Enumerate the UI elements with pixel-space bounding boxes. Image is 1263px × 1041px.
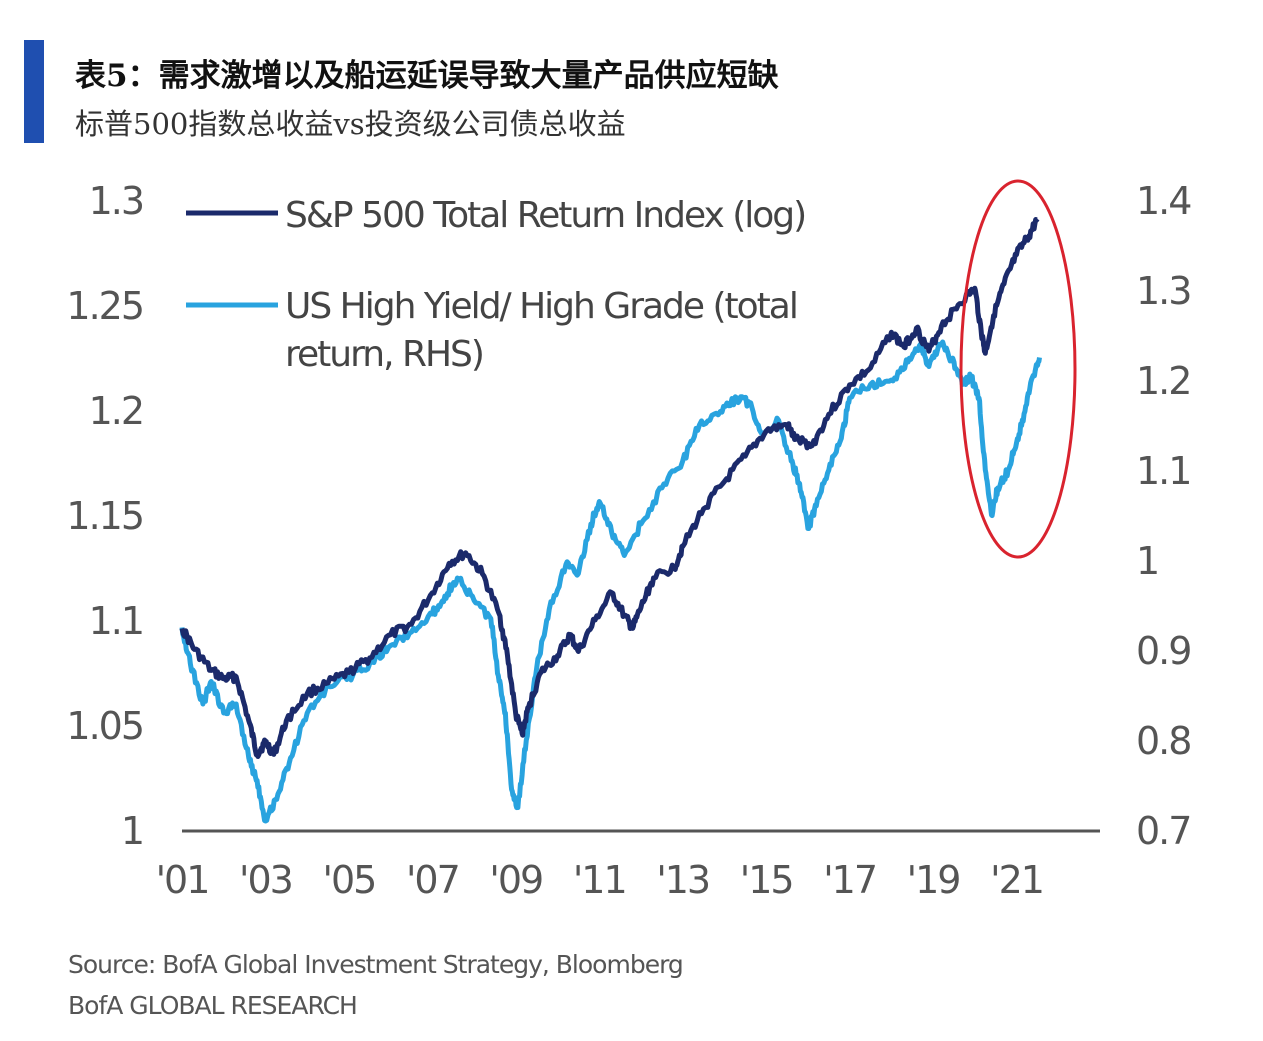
left-tick-label: 1.05 xyxy=(66,704,143,748)
title-accent-bar xyxy=(24,40,44,143)
legend-label-sp500: S&P 500 Total Return Index (log) xyxy=(285,195,805,236)
highlight-ellipse xyxy=(959,179,1077,559)
left-tick-label: 1.25 xyxy=(66,284,143,328)
left-tick-label: 1.3 xyxy=(89,179,143,223)
chart-title: 表5：需求激增以及船运延误导致大量产品供应短缺 xyxy=(75,58,779,94)
x-axis-ticks: '01 '03 '05 '07 '09 '11 '13 '15 '17 '19 '21 xyxy=(156,858,1045,902)
right-tick-label: 1.3 xyxy=(1136,269,1190,313)
right-tick-label: 1 xyxy=(1136,539,1158,583)
right-tick-label: 0.7 xyxy=(1136,809,1190,853)
x-tick-label: '03 xyxy=(239,858,292,902)
x-tick-label: '11 xyxy=(573,858,626,902)
sp500-series-line xyxy=(179,217,1040,759)
left-axis-ticks: 1 1.05 1.1 1.15 1.2 1.25 1.3 xyxy=(66,179,145,853)
left-tick-label: 1 xyxy=(121,809,143,853)
hy-hg-series-line xyxy=(179,339,1042,824)
x-tick-label: '15 xyxy=(740,858,793,902)
right-axis-ticks: 0.7 0.8 0.9 1 1.1 1.2 1.3 1.4 xyxy=(1136,179,1193,853)
series-lines xyxy=(179,217,1042,824)
x-tick-label: '17 xyxy=(823,858,876,902)
right-tick-label: 1.2 xyxy=(1136,359,1190,403)
right-tick-label: 1.4 xyxy=(1136,179,1191,223)
footer-brand: BofA GLOBAL RESEARCH xyxy=(68,991,358,1020)
x-tick-label: '13 xyxy=(656,858,709,902)
legend-label-hy-hg: US High Yield/ High Grade (total return, … xyxy=(285,286,797,375)
x-tick-label: '21 xyxy=(990,858,1043,902)
x-tick-label: '01 xyxy=(156,858,209,902)
left-tick-label: 1.15 xyxy=(66,494,143,538)
source-note: Source: BofA Global Investment Strategy,… xyxy=(68,950,684,979)
right-tick-label: 1.1 xyxy=(1136,449,1190,493)
x-tick-label: '19 xyxy=(907,858,960,902)
left-tick-label: 1.1 xyxy=(89,599,143,643)
left-tick-label: 1.2 xyxy=(89,389,143,433)
right-tick-label: 0.9 xyxy=(1136,629,1190,673)
right-tick-label: 0.8 xyxy=(1136,719,1190,763)
x-tick-label: '09 xyxy=(489,858,542,902)
chart-subtitle: 标普500指数总收益vs投资级公司债总收益 xyxy=(75,107,626,141)
x-tick-label: '07 xyxy=(406,858,459,902)
x-tick-label: '05 xyxy=(323,858,376,902)
legend: S&P 500 Total Return Index (log) US High … xyxy=(186,195,807,375)
